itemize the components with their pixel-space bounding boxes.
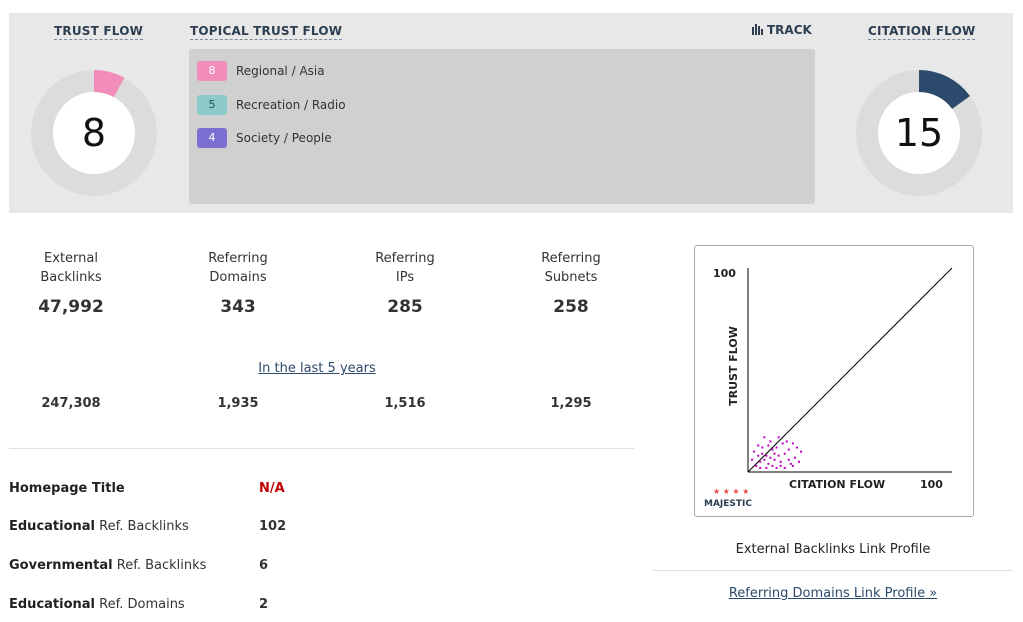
trust-flow-gauge: 8 bbox=[29, 68, 159, 198]
track-label: TRACK bbox=[767, 23, 812, 37]
scatter-point bbox=[763, 436, 766, 439]
homepage-title-label: Homepage Title bbox=[9, 481, 125, 496]
scatter-point bbox=[761, 452, 764, 455]
scatter-point bbox=[773, 458, 776, 461]
logo-text: MAJESTIC bbox=[704, 499, 752, 509]
scatter-point bbox=[785, 440, 788, 443]
majestic-logo: ★ ★ ★ ★ MAJESTIC bbox=[704, 487, 752, 509]
citation-flow-ring bbox=[856, 70, 982, 196]
divider bbox=[9, 448, 634, 449]
edu-domains-value: 2 bbox=[259, 597, 269, 612]
chart-caption: External Backlinks Link Profile bbox=[735, 542, 931, 557]
scatter-points bbox=[751, 436, 803, 469]
scatter-point bbox=[757, 444, 760, 447]
divider bbox=[653, 570, 1013, 571]
citation-flow-value: 15 bbox=[894, 111, 944, 155]
topic-score-badge: 4 bbox=[197, 128, 227, 148]
scatter-point bbox=[787, 448, 790, 451]
y-axis-label: TRUST FLOW bbox=[727, 326, 740, 406]
ref-domains-link[interactable]: Referring Domains Link Profile » bbox=[728, 586, 938, 601]
scatter-point bbox=[751, 458, 754, 461]
scatter-point bbox=[769, 440, 772, 443]
trust-flow-arc bbox=[93, 70, 125, 98]
edu-domains-label: Educational Ref. Domains bbox=[9, 597, 185, 612]
topical-trust-flow-box: 8 Regional / Asia 5 Recreation / Radio 4… bbox=[189, 49, 815, 204]
trust-flow-value: 8 bbox=[81, 111, 107, 155]
scatter-point bbox=[759, 460, 762, 463]
scatter-point bbox=[783, 452, 786, 455]
gov-backlinks-value: 6 bbox=[259, 558, 269, 573]
topic-score-badge: 8 bbox=[197, 61, 227, 81]
scatter-point bbox=[781, 442, 784, 445]
topic-label: Regional / Asia bbox=[236, 64, 325, 78]
scatter-point bbox=[771, 448, 774, 451]
stat-label-referring-ips: Referring IPs bbox=[375, 251, 435, 285]
trust-flow-header[interactable]: TRUST FLOW bbox=[54, 24, 144, 40]
scatter-point bbox=[795, 446, 798, 449]
scatter-point bbox=[763, 458, 766, 461]
scatter-point bbox=[765, 466, 768, 469]
stat-label-referring-domains: Referring Domains bbox=[208, 251, 268, 285]
scatter-point bbox=[757, 454, 760, 457]
scatter-point bbox=[787, 458, 790, 461]
scatter-point bbox=[761, 446, 764, 449]
last-5-years-container: In the last 5 years bbox=[9, 357, 625, 376]
ref-domains-link-container: Referring Domains Link Profile » bbox=[653, 582, 1013, 601]
topical-trust-flow-header[interactable]: TOPICAL TRUST FLOW bbox=[190, 24, 343, 40]
stat-label-external-backlinks: External Backlinks bbox=[40, 251, 102, 285]
scatter-point bbox=[759, 466, 762, 469]
citation-flow-header[interactable]: CITATION FLOW bbox=[868, 24, 976, 40]
stat-last5-referring-domains: 1,935 bbox=[217, 396, 259, 411]
scatter-point bbox=[775, 466, 778, 469]
last-5-years-link[interactable]: In the last 5 years bbox=[258, 361, 376, 376]
stat-value-referring-domains: 343 bbox=[220, 297, 256, 317]
bar-chart-icon bbox=[752, 24, 763, 35]
scatter-point bbox=[779, 460, 782, 463]
scatter-point bbox=[791, 442, 794, 445]
scatter-point bbox=[753, 450, 756, 453]
scatter-point bbox=[793, 456, 796, 459]
edu-backlinks-label: Educational Ref. Backlinks bbox=[9, 519, 189, 534]
homepage-title-value: N/A bbox=[259, 481, 285, 496]
scatter-point bbox=[765, 454, 768, 457]
scatter-point bbox=[775, 446, 778, 449]
x-max-label: 100 bbox=[920, 478, 943, 491]
trust-flow-ring bbox=[31, 70, 157, 196]
edu-backlinks-value: 102 bbox=[259, 519, 287, 534]
scatter-point bbox=[767, 462, 770, 465]
scatter-point bbox=[767, 444, 770, 447]
stat-value-referring-ips: 285 bbox=[387, 297, 423, 317]
scatter-point bbox=[791, 464, 794, 467]
stat-value-referring-subnets: 258 bbox=[553, 297, 589, 317]
stat-value-external-backlinks: 47,992 bbox=[38, 297, 104, 317]
scatter-point bbox=[800, 450, 803, 453]
diagonal-line bbox=[747, 267, 953, 473]
scatter-point bbox=[755, 464, 758, 467]
link-profile-svg: 100 TRUST FLOW CITATION FLOW 100 ★ ★ ★ ★… bbox=[704, 267, 953, 509]
stat-last5-referring-subnets: 1,295 bbox=[550, 396, 592, 411]
citation-flow-gauge: 15 bbox=[854, 68, 984, 198]
stat-last5-referring-ips: 1,516 bbox=[384, 396, 426, 411]
scatter-point bbox=[771, 464, 774, 467]
topic-label: Society / People bbox=[236, 131, 332, 145]
topic-label: Recreation / Radio bbox=[236, 98, 346, 112]
scatter-point bbox=[777, 436, 780, 439]
topic-score-badge: 5 bbox=[197, 95, 227, 115]
scatter-point bbox=[773, 452, 776, 455]
scatter-point bbox=[769, 456, 772, 459]
link-profile-chart[interactable]: 100 TRUST FLOW CITATION FLOW 100 ★ ★ ★ ★… bbox=[694, 245, 974, 517]
stat-last5-external-backlinks: 247,308 bbox=[41, 396, 101, 411]
citation-flow-arc bbox=[918, 70, 970, 110]
scatter-point bbox=[798, 460, 800, 463]
scatter-point bbox=[777, 454, 780, 457]
track-button[interactable]: TRACK bbox=[752, 23, 812, 37]
scatter-point bbox=[783, 466, 786, 469]
logo-stars: ★ ★ ★ ★ bbox=[713, 487, 749, 496]
stat-label-referring-subnets: Referring Subnets bbox=[541, 251, 601, 285]
scatter-point bbox=[779, 464, 782, 467]
scatter-point bbox=[789, 462, 792, 465]
y-max-label: 100 bbox=[713, 267, 736, 280]
x-axis-label: CITATION FLOW bbox=[789, 478, 885, 491]
gov-backlinks-label: Governmental Ref. Backlinks bbox=[9, 558, 207, 573]
